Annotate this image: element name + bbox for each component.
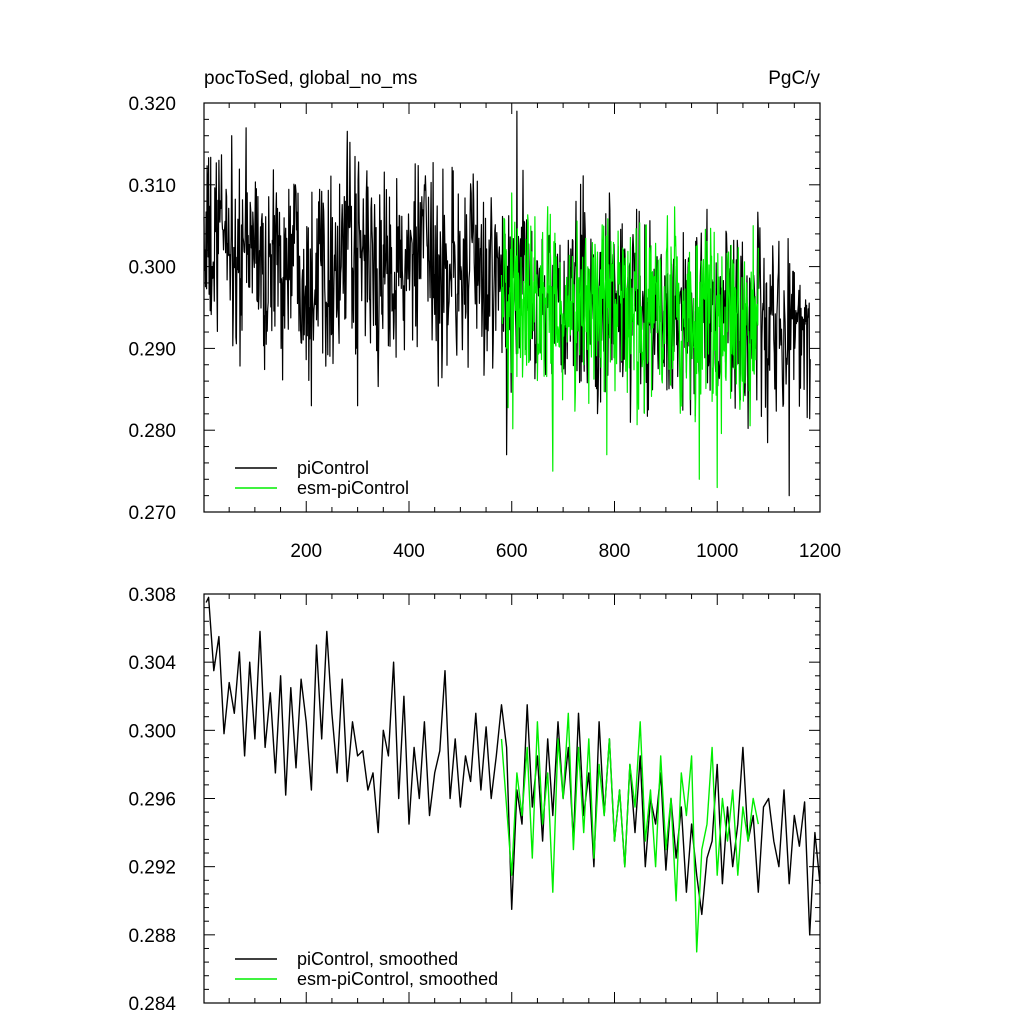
y-tick-label: 0.308 [128,585,176,606]
series-line-picontrol [205,596,821,936]
top-panel: 0.270 0.280 0.290 0.300 0.310 0.320 200 400 600 8… [128,94,841,562]
x-tick-label: 600 [496,541,528,562]
y-tick-label: 0.304 [128,653,176,674]
legend-label: piControl, smoothed [297,949,458,969]
y-tick-label: 0.280 [128,421,176,442]
y-tick-label: 0.310 [128,176,176,197]
series-line-esm-picontrol [500,192,759,489]
y-tick-label: 0.290 [128,339,176,360]
units-label: PgC/y [768,68,820,89]
series-line-esm-picontrol [500,712,759,953]
x-tick-label: 400 [393,541,425,562]
y-tick-label: 0.292 [128,858,176,879]
panel-title: pocToSed, global_no_ms [204,68,417,89]
y-tick-label: 0.296 [128,790,176,811]
y-tick-label: 0.320 [128,94,176,115]
x-tick-label: 800 [599,541,631,562]
y-tick-label: 0.284 [128,994,176,1015]
y-tick-label: 0.270 [128,503,176,524]
y-tick-label: 0.300 [128,258,176,279]
x-tick-label: 1200 [799,541,841,562]
y-tick-label: 0.288 [128,926,176,947]
legend-label: esm-piControl, smoothed [297,969,498,989]
bottom-panel: 0.284 0.288 0.292 0.296 0.300 0.304 0.308 piCon… [128,585,821,1015]
legend-label: esm-piControl [297,478,409,498]
x-tick-label: 1000 [696,541,738,562]
x-tick-label: 200 [290,541,322,562]
legend-label: piControl [297,458,369,478]
y-tick-label: 0.300 [128,721,176,742]
plot-frame [203,593,821,1004]
